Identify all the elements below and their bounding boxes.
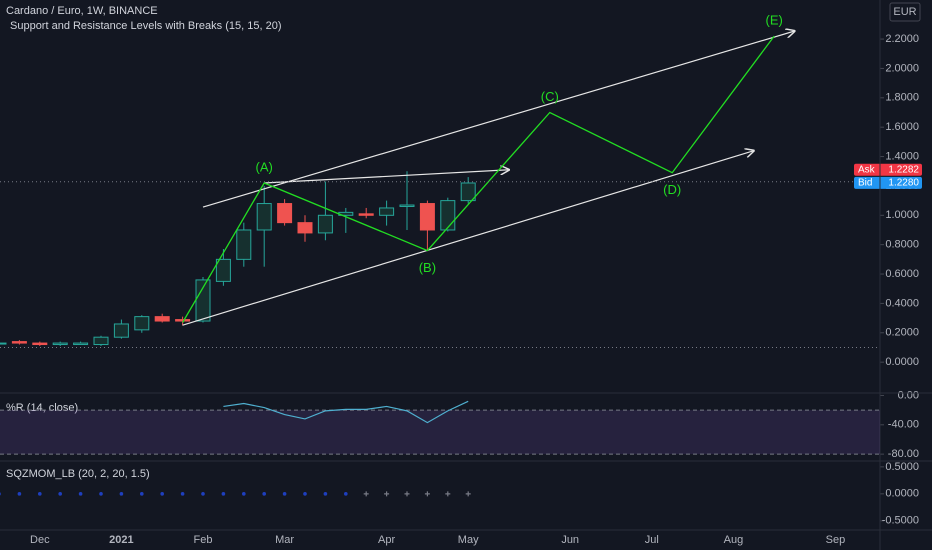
y-tick-label: 1.6000 [885,121,919,133]
squeeze-dot [323,492,328,496]
y-tick-label: 0.00 [898,389,919,401]
candle-body [256,203,272,231]
squeeze-dot [180,492,185,496]
candle-body [379,207,395,216]
squeeze-dot [282,492,287,496]
y-tick-label: 1.0000 [885,209,919,221]
ask-box [854,163,922,176]
wave-label: (D) [663,182,681,197]
x-tick-label: Aug [724,534,744,546]
y-tick-label: 1.8000 [885,92,919,104]
wave-label: (C) [541,89,559,104]
candle-body [460,182,476,202]
squeeze-dot [262,492,267,496]
squeeze-cross [445,491,451,497]
candle-body [419,203,435,231]
squeeze-dot [242,492,246,496]
x-tick-label: 2021 [109,534,133,546]
candle-body [73,342,89,346]
squeeze-dot [78,492,83,496]
x-tick-label: Jun [561,534,579,546]
line [223,400,469,424]
squeeze-dot [344,492,348,496]
y-tick-label: 2.2000 [885,33,919,45]
squeeze-dot [17,492,22,496]
candle-body [440,200,456,231]
band [0,410,880,455]
candle-body [52,342,68,346]
indicator-title: Support and Resistance Levels with Break… [10,20,281,32]
candle-body [195,279,211,322]
candle-body [11,341,27,344]
squeeze-cross [465,491,471,497]
bid-value: 1.2280 [888,177,919,188]
x-tick-label: Feb [194,534,213,546]
y-tick-label: 0.6000 [885,268,919,280]
y-tick-label: 0.0000 [885,356,919,368]
trend-line [182,151,754,326]
currency-box[interactable] [889,2,921,22]
candle-body [399,204,415,207]
symbol-title: Cardano / Euro, 1W, BINANCE [6,5,158,17]
y-tick-label: 1.4000 [885,150,919,162]
candle-body [93,336,109,346]
candle-body [134,316,150,331]
y-tick-label: 0.0000 [885,488,919,500]
x-tick-label: Jul [645,534,659,546]
candle-body [297,222,313,234]
currency[interactable]: EUR [893,6,916,18]
x-tick-label: Apr [378,534,395,546]
pane-title: %R (14, close) [6,402,78,414]
x-tick-label: Sep [826,534,846,546]
axes: 0.00000.20000.40000.60000.80001.00001.20… [0,33,922,546]
squeeze-dot [0,492,1,496]
squeeze-cross [424,491,430,497]
candle-body [215,258,231,282]
trend-line [264,170,509,184]
y-tick-label: 2.0000 [885,62,919,74]
squeeze-dot [201,492,205,496]
y-tick-label: 0.5000 [885,461,919,473]
candle-body [32,342,48,346]
squeeze-cross [404,491,410,497]
x-tick-label: May [458,534,479,546]
bid-label: Bid [858,177,872,188]
y-tick-label: 0.8000 [885,239,919,251]
squeeze-dot [38,492,42,496]
y-tick-label: 0.2000 [885,327,919,339]
ask-label: Ask [858,164,876,175]
squeeze-dot [160,492,164,496]
wave-label: (A) [256,159,273,174]
trend-line [202,31,795,208]
wave-label: (E) [766,13,783,28]
y-tick-label: 0.4000 [885,297,919,309]
y-tick-label: -0.5000 [882,515,919,527]
y-tick-label: -80.00 [888,448,919,460]
candle-body [113,323,129,338]
squeeze-dot [221,492,226,496]
x-tick-label: Mar [275,534,294,546]
y-tick-label: -40.00 [888,419,919,431]
candle-body [0,342,7,345]
candle-body [317,214,333,234]
squeeze-dot [303,492,307,496]
candle-body [358,213,374,216]
squeeze-cross [363,491,369,497]
pane-title: SQZMOM_LB (20, 2, 20, 1.5) [6,468,150,480]
wave-label: (B) [419,260,436,275]
candle-body [277,203,293,224]
squeeze-dot [119,492,124,496]
squeeze-dot [58,492,62,496]
squeeze-dot [140,492,144,496]
ask-value: 1.2282 [888,164,919,175]
bid-box [854,176,922,189]
candle-body [175,319,191,322]
x-tick-label: Dec [30,534,50,546]
squeeze-dot [99,492,103,496]
squeeze-cross [384,491,390,497]
candle-body [236,229,252,260]
candle-body [154,316,170,322]
